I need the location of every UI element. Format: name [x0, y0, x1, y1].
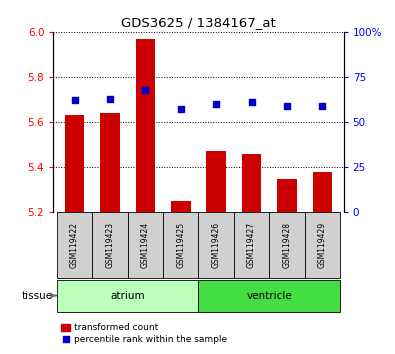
Legend: transformed count, percentile rank within the sample: transformed count, percentile rank withi… [58, 320, 231, 348]
Point [178, 107, 184, 112]
Text: GSM119424: GSM119424 [141, 222, 150, 268]
Text: GSM119425: GSM119425 [176, 222, 185, 268]
Bar [171, 201, 190, 212]
Title: GDS3625 / 1384167_at: GDS3625 / 1384167_at [121, 16, 276, 29]
Bar [57, 212, 92, 278]
Bar [277, 178, 297, 212]
Text: ventricle: ventricle [246, 291, 292, 301]
Text: GSM119428: GSM119428 [282, 222, 292, 268]
Bar [163, 212, 199, 278]
Text: tissue: tissue [21, 291, 53, 301]
Bar [135, 39, 155, 212]
Bar [100, 113, 120, 212]
Text: GSM119427: GSM119427 [247, 222, 256, 268]
Point [213, 101, 219, 107]
Point [248, 99, 255, 105]
Bar [199, 280, 340, 312]
Text: GSM119429: GSM119429 [318, 222, 327, 268]
Point [142, 87, 149, 92]
Text: GSM119426: GSM119426 [212, 222, 221, 268]
Bar [128, 212, 163, 278]
Bar [65, 115, 84, 212]
Bar [234, 212, 269, 278]
Bar [313, 172, 332, 212]
Point [107, 96, 113, 102]
Point [71, 98, 78, 103]
Bar [92, 212, 128, 278]
Bar [57, 280, 199, 312]
Bar [242, 154, 261, 212]
Bar [199, 212, 234, 278]
Text: GSM119422: GSM119422 [70, 222, 79, 268]
Bar [269, 212, 305, 278]
Bar [207, 152, 226, 212]
Text: GSM119423: GSM119423 [105, 222, 115, 268]
Point [319, 103, 325, 109]
Bar [305, 212, 340, 278]
Point [284, 103, 290, 109]
Text: atrium: atrium [110, 291, 145, 301]
